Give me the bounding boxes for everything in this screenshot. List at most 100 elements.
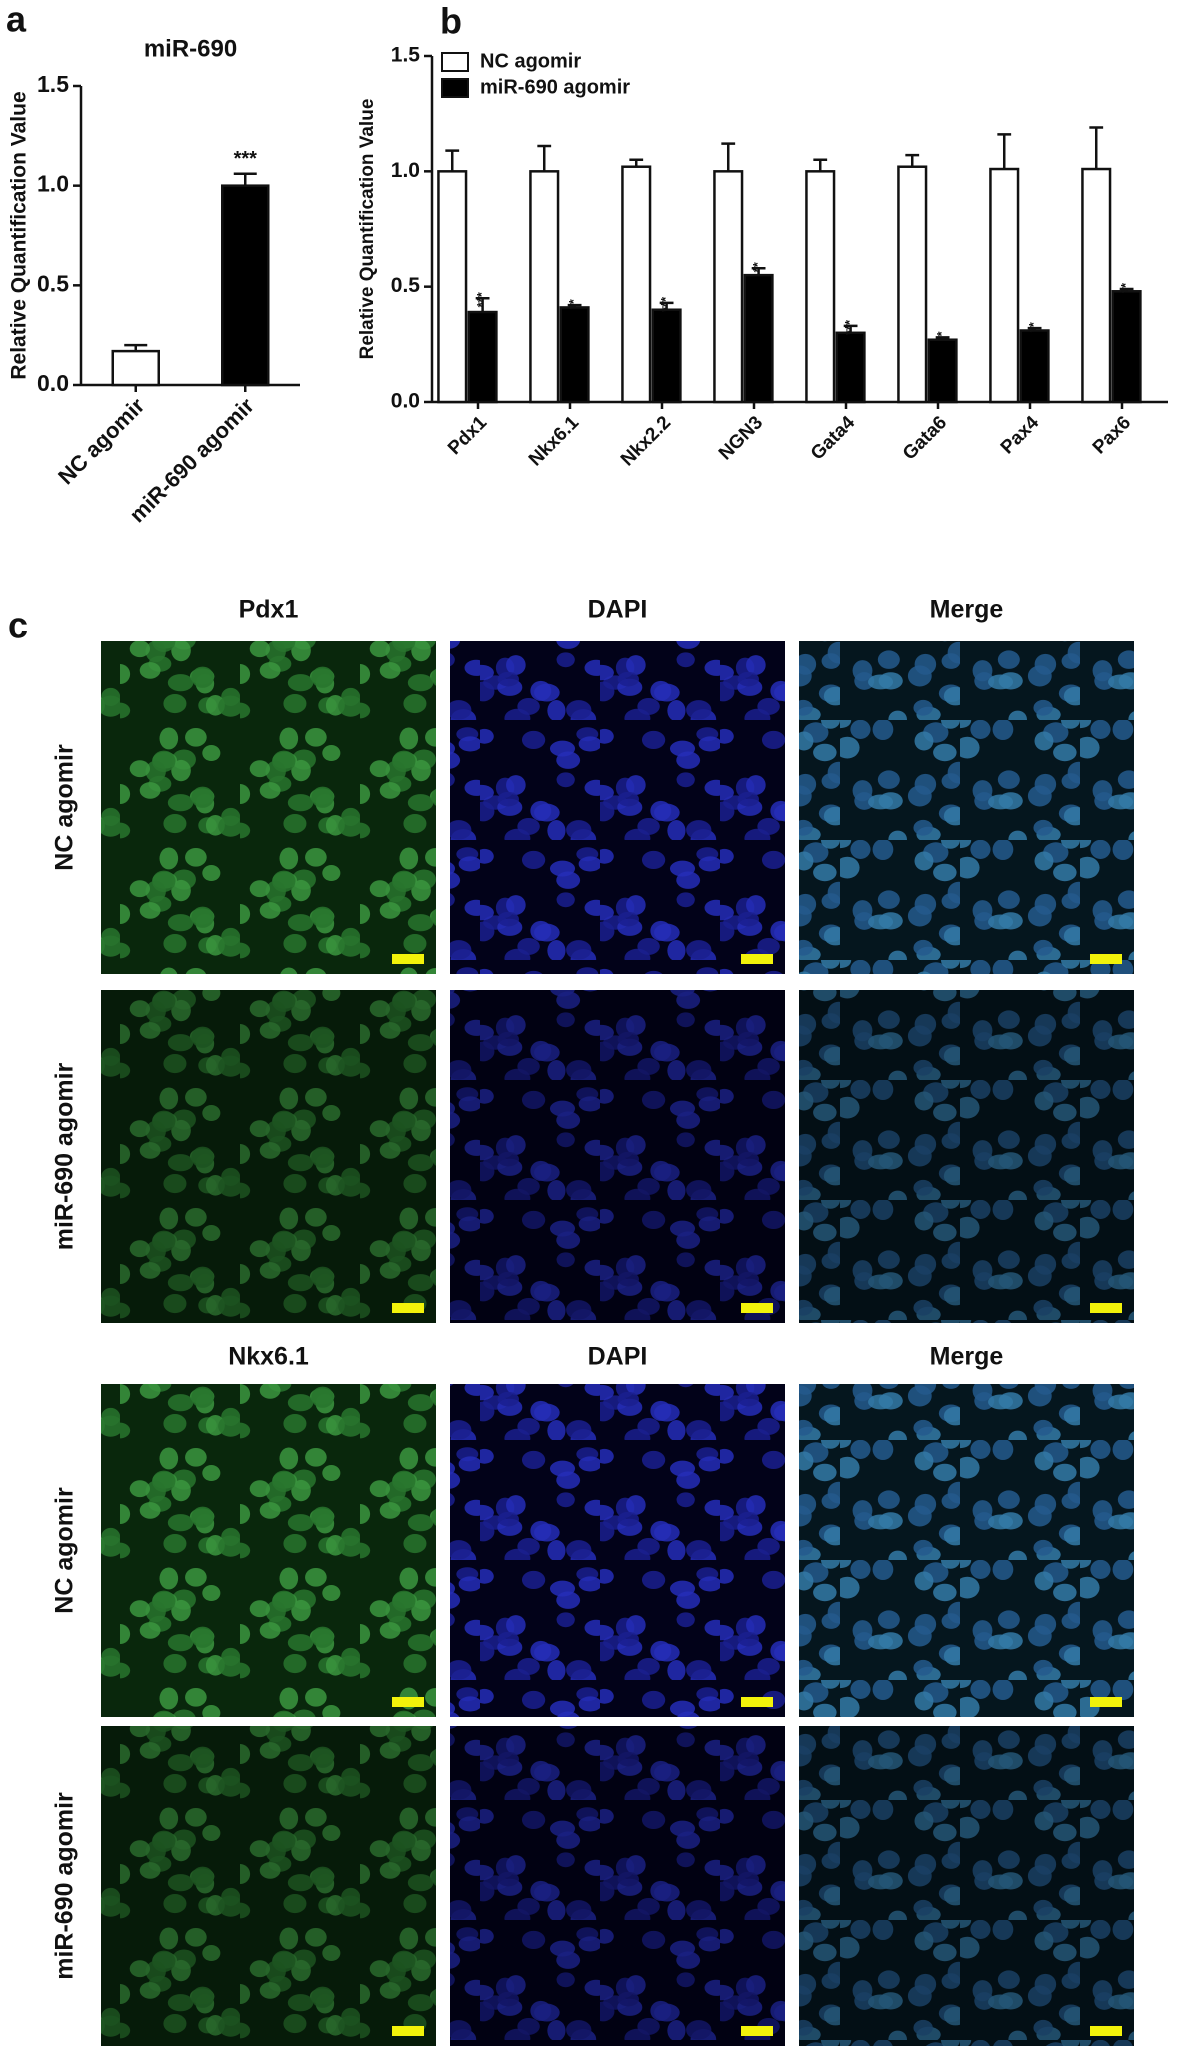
error-bar: [1027, 326, 1042, 331]
bar: [713, 170, 744, 404]
scale-bar: [741, 1697, 773, 1707]
significance: ***: [658, 296, 673, 312]
bar: [927, 338, 958, 404]
x-tick-label: NGN3: [715, 412, 767, 464]
bar: [437, 170, 468, 404]
error-bar: [1119, 287, 1134, 292]
channel-label: DAPI: [588, 596, 648, 624]
micrograph-shade: [450, 1726, 785, 2046]
x-tick-label: Pdx1: [444, 412, 491, 459]
micrograph-shade: [799, 1726, 1134, 2046]
micrograph: [450, 1384, 785, 1717]
error-bar: [567, 303, 582, 308]
micrograph: [450, 1726, 785, 2046]
micrograph-shade: [450, 1384, 785, 1717]
error-bar: [813, 158, 828, 172]
significance: ***: [842, 319, 857, 335]
error-bar: [445, 149, 460, 172]
bar: [467, 310, 498, 404]
bar: [651, 308, 682, 404]
y-tick-label: 0.0: [37, 370, 69, 396]
legend-swatch: [441, 78, 469, 98]
x-tick-label: Gata4: [807, 412, 859, 464]
row-label: NC agomir: [51, 744, 79, 871]
bar: [989, 167, 1020, 404]
micrograph-shade: [799, 641, 1134, 974]
legend-label: NC agomir: [480, 50, 581, 72]
error-bar: [1089, 126, 1104, 170]
error-bar: [843, 324, 858, 333]
error-bar: [721, 142, 736, 172]
panel-label: a: [6, 0, 27, 40]
bar: [835, 331, 866, 404]
y-axis-label: Relative Quantification Value: [357, 99, 378, 360]
error-bar: [905, 153, 920, 167]
x-tick-label: Pax4: [997, 412, 1044, 459]
micrograph: [799, 641, 1134, 974]
significance: ***: [474, 291, 489, 307]
scale-bar: [392, 1303, 424, 1313]
micrograph-shade: [101, 990, 436, 1323]
significance: **: [750, 261, 765, 272]
scale-bar: [1090, 2026, 1122, 2036]
micrograph-shade: [101, 1726, 436, 2046]
bar: [621, 165, 652, 404]
scale-bar: [392, 954, 424, 964]
scale-bar: [392, 1697, 424, 1707]
x-tick-label: Pax6: [1089, 412, 1135, 458]
bar: [111, 349, 160, 387]
y-axis-label: Relative Quantification Value: [8, 91, 31, 379]
micrograph-shade: [799, 1384, 1134, 1717]
micrograph-shade: [799, 990, 1134, 1323]
significance: ***: [234, 148, 258, 170]
significance: **: [566, 298, 581, 309]
y-tick-label: 0.5: [37, 270, 69, 296]
panel-label: c: [8, 605, 28, 646]
x-tick-label: NC agomir: [53, 393, 150, 490]
error-bar: [537, 144, 552, 172]
bar: [1081, 167, 1112, 404]
row-label: miR-690 agomir: [51, 1792, 79, 1980]
error-bar: [935, 336, 950, 340]
error-bar: [475, 296, 490, 313]
bar: [805, 170, 836, 404]
x-tick-label: Nkx6.1: [525, 412, 583, 470]
y-tick-label: 1.0: [391, 159, 420, 182]
y-tick-label: 0.5: [391, 274, 421, 297]
y-tick-label: 1.5: [391, 44, 421, 67]
scale-bar: [1090, 954, 1122, 964]
error-bar: [997, 133, 1012, 170]
channel-label: Nkx6.1: [228, 1343, 309, 1371]
micrograph: [101, 1726, 436, 2046]
scale-bar: [1090, 1303, 1122, 1313]
scale-bar: [741, 2026, 773, 2036]
scale-bar: [1090, 1697, 1122, 1707]
chart-title: miR-690: [144, 35, 237, 62]
micrograph-shade: [450, 990, 785, 1323]
legend-swatch: [441, 52, 469, 72]
bar: [221, 184, 270, 387]
significance: *: [934, 330, 949, 336]
channel-label: Merge: [930, 596, 1004, 624]
micrograph: [450, 641, 785, 974]
error-bar: [233, 172, 257, 186]
bar: [1019, 329, 1050, 404]
micrograph-shade: [450, 641, 785, 974]
bar: [1111, 290, 1142, 404]
error-bar: [659, 301, 674, 310]
micrograph: [101, 1384, 436, 1717]
error-bar: [629, 158, 644, 167]
micrograph-shade: [101, 1384, 436, 1717]
x-tick-label: Nkx2.2: [617, 412, 675, 470]
row-label: NC agomir: [51, 1487, 79, 1614]
row-label: miR-690 agomir: [51, 1062, 79, 1250]
bar: [897, 165, 928, 404]
x-tick-label: Gata6: [899, 412, 951, 464]
micrograph: [101, 990, 436, 1323]
channel-label: Merge: [930, 1343, 1004, 1371]
channel-label: Pdx1: [239, 596, 299, 624]
micrograph: [450, 990, 785, 1323]
micrograph-shade: [101, 641, 436, 974]
micrograph: [799, 1384, 1134, 1717]
